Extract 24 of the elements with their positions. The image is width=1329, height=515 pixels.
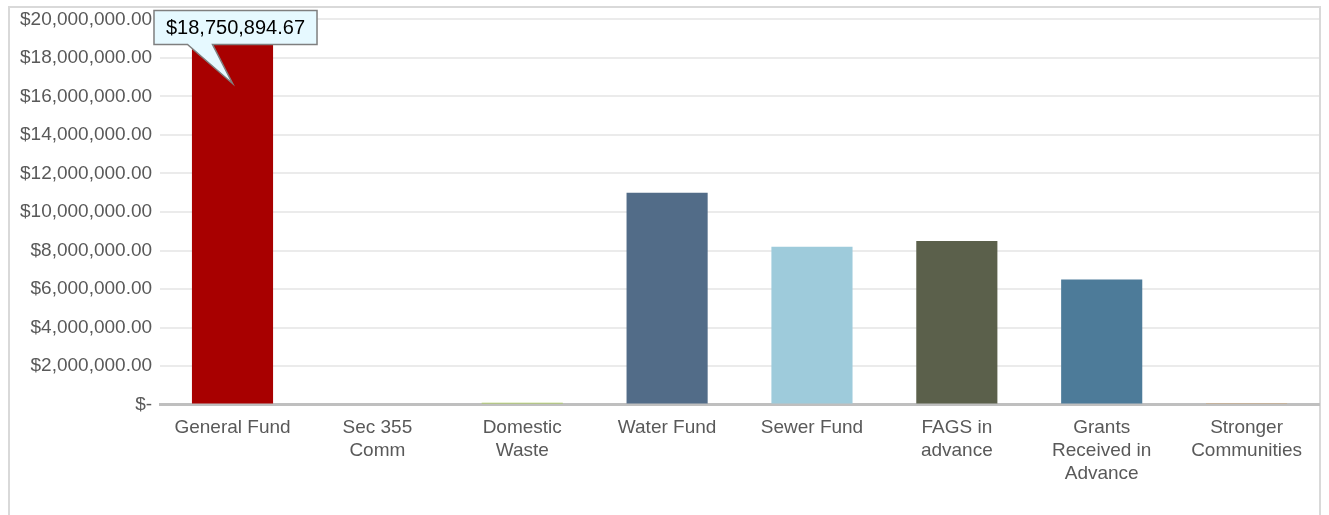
y-tick-label: $6,000,000.00 bbox=[30, 277, 153, 299]
y-tick-label: $16,000,000.00 bbox=[19, 84, 153, 106]
y-tick-label: $20,000,000.00 bbox=[19, 7, 153, 29]
y-tick-label: $- bbox=[135, 392, 153, 414]
bar bbox=[1061, 279, 1143, 404]
y-tick-label: $18,000,000.00 bbox=[19, 46, 153, 68]
x-tick-label: FAGS in advance bbox=[920, 416, 993, 461]
y-tick-label: $10,000,000.00 bbox=[19, 200, 153, 222]
x-tick-label: Domestic Waste bbox=[482, 416, 562, 461]
x-tick-label: General Fund bbox=[174, 416, 291, 438]
x-tick-label: Sewer Fund bbox=[760, 416, 864, 438]
y-tick-label: $14,000,000.00 bbox=[19, 123, 153, 145]
x-tick-label: Stronger Communities bbox=[1191, 416, 1302, 461]
bar bbox=[626, 192, 708, 404]
x-tick-label: Water Fund bbox=[617, 416, 717, 438]
x-tick-label: Sec 355 Comm bbox=[342, 416, 413, 461]
y-tick-label: $12,000,000.00 bbox=[19, 161, 153, 183]
y-tick-label: $2,000,000.00 bbox=[30, 354, 153, 376]
y-tick-label: $8,000,000.00 bbox=[30, 238, 153, 260]
bar bbox=[771, 246, 853, 404]
bar bbox=[916, 240, 998, 404]
data-label: $18,750,894.67 bbox=[165, 15, 306, 38]
y-tick-label: $4,000,000.00 bbox=[30, 315, 153, 337]
x-tick-label: Grants Received in Advance bbox=[1052, 416, 1152, 483]
